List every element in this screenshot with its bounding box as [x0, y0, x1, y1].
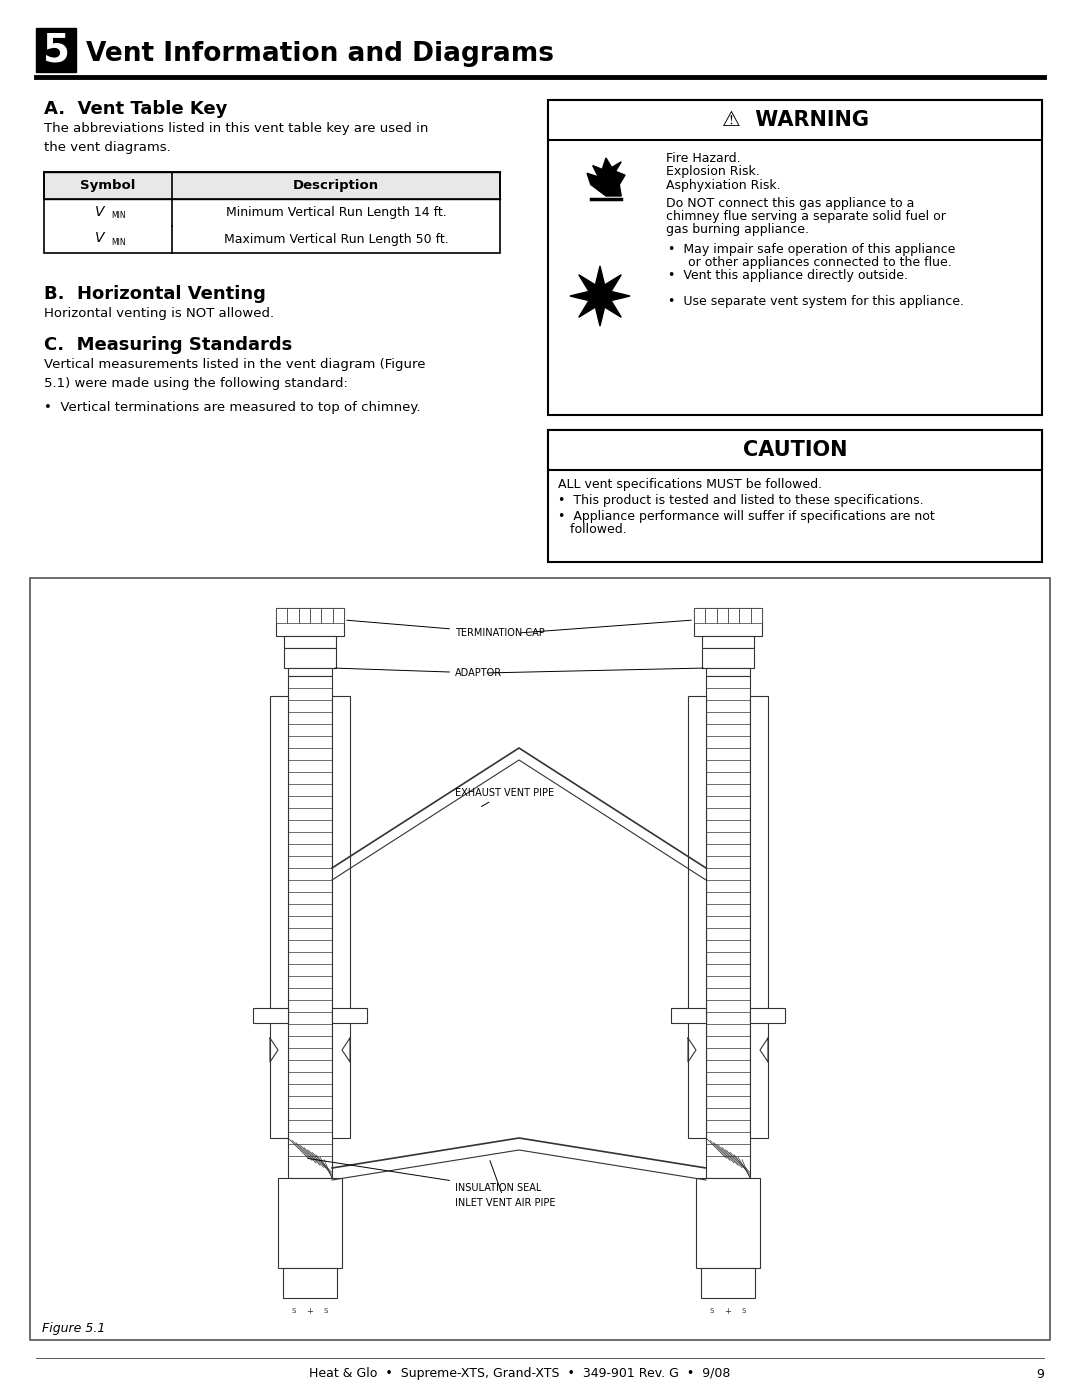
Text: •  Appliance performance will suffer if specifications are not: • Appliance performance will suffer if s…	[558, 510, 935, 522]
Text: S: S	[324, 1308, 328, 1315]
Text: Asphyxiation Risk.: Asphyxiation Risk.	[666, 179, 781, 191]
Text: Horizontal venting is NOT allowed.: Horizontal venting is NOT allowed.	[44, 307, 274, 320]
Bar	[717, 608, 728, 623]
Text: A.  Vent Table Key: A. Vent Table Key	[44, 101, 228, 117]
Bar	[36, 28, 76, 73]
Text: CAUTION: CAUTION	[743, 440, 847, 460]
Bar	[322, 608, 333, 623]
Bar	[30, 578, 1050, 1340]
Text: ALL vent specifications MUST be followed.: ALL vent specifications MUST be followed…	[558, 478, 822, 490]
Bar	[332, 1009, 367, 1023]
Text: 5: 5	[42, 31, 69, 68]
Bar	[288, 676, 332, 1178]
Text: Symbol: Symbol	[80, 179, 136, 191]
Text: gas burning appliance.: gas burning appliance.	[666, 224, 809, 236]
Text: Description: Description	[293, 179, 379, 191]
Text: Maximum Vertical Run Length 50 ft.: Maximum Vertical Run Length 50 ft.	[224, 233, 448, 246]
Bar	[270, 696, 288, 1139]
Text: Vertical measurements listed in the vent diagram (Figure
5.1) were made using th: Vertical measurements listed in the vent…	[44, 358, 426, 390]
Bar	[702, 636, 754, 648]
Bar	[284, 648, 336, 668]
Text: The abbreviations listed in this vent table key are used in
the vent diagrams.: The abbreviations listed in this vent ta…	[44, 122, 429, 154]
Bar	[694, 608, 705, 623]
Text: TERMINATION CAP: TERMINATION CAP	[347, 620, 544, 638]
Text: B.  Horizontal Venting: B. Horizontal Venting	[44, 285, 266, 303]
Bar	[332, 696, 350, 1139]
Text: V: V	[95, 204, 105, 218]
Text: ADAPTOR: ADAPTOR	[335, 668, 502, 678]
Text: INLET VENT AIR PIPE: INLET VENT AIR PIPE	[455, 1161, 555, 1208]
Text: V: V	[95, 232, 105, 246]
Bar	[253, 1009, 288, 1023]
Bar	[706, 668, 750, 676]
Text: MIN: MIN	[111, 237, 125, 247]
Bar	[694, 608, 762, 636]
Bar	[671, 1009, 706, 1023]
Text: Explosion Risk.: Explosion Risk.	[666, 165, 759, 179]
Bar	[276, 608, 345, 636]
Bar	[696, 1178, 760, 1268]
Bar	[740, 608, 751, 623]
Text: •  May impair safe operation of this appliance: • May impair safe operation of this appl…	[669, 243, 956, 256]
Bar	[288, 668, 332, 676]
Bar	[276, 608, 287, 623]
Text: followed.: followed.	[558, 522, 626, 536]
Bar	[750, 696, 768, 1139]
Bar	[333, 608, 345, 623]
Text: •  Vent this appliance directly outside.: • Vent this appliance directly outside.	[669, 270, 908, 282]
Text: EXHAUST VENT PIPE: EXHAUST VENT PIPE	[455, 788, 554, 806]
Text: INSULATION SEAL: INSULATION SEAL	[308, 1158, 541, 1193]
Bar	[284, 636, 336, 648]
Text: •  Vertical terminations are measured to top of chimney.: • Vertical terminations are measured to …	[44, 401, 420, 414]
Polygon shape	[570, 265, 630, 326]
Text: Do NOT connect this gas appliance to a: Do NOT connect this gas appliance to a	[666, 197, 915, 210]
Bar	[44, 172, 500, 253]
Bar	[548, 101, 1042, 140]
Bar	[548, 430, 1042, 562]
Bar	[548, 101, 1042, 415]
Bar	[287, 608, 299, 623]
Bar	[278, 1178, 342, 1268]
Text: Vent Information and Diagrams: Vent Information and Diagrams	[86, 41, 554, 67]
Bar	[728, 608, 740, 623]
Text: ⚠  WARNING: ⚠ WARNING	[721, 110, 868, 130]
Text: +: +	[725, 1306, 731, 1316]
Bar	[283, 1268, 337, 1298]
Polygon shape	[588, 158, 625, 196]
Text: •  Use separate vent system for this appliance.: • Use separate vent system for this appl…	[669, 295, 964, 307]
Text: S: S	[710, 1308, 714, 1315]
Bar	[701, 1268, 755, 1298]
Text: S: S	[742, 1308, 746, 1315]
Text: Heat & Glo  •  Supreme-XTS, Grand-XTS  •  349-901 Rev. G  •  9/08: Heat & Glo • Supreme-XTS, Grand-XTS • 34…	[309, 1368, 731, 1380]
Text: Fire Hazard.: Fire Hazard.	[666, 152, 741, 165]
Text: S: S	[292, 1308, 296, 1315]
Bar	[44, 172, 500, 198]
Bar	[705, 608, 717, 623]
Bar	[751, 608, 762, 623]
Text: Figure 5.1: Figure 5.1	[42, 1322, 106, 1336]
Bar	[706, 676, 750, 1178]
Bar	[688, 696, 706, 1139]
Text: •  This product is tested and listed to these specifications.: • This product is tested and listed to t…	[558, 495, 923, 507]
Text: +: +	[307, 1306, 313, 1316]
Text: MIN: MIN	[111, 211, 125, 219]
Bar	[548, 430, 1042, 469]
Text: Minimum Vertical Run Length 14 ft.: Minimum Vertical Run Length 14 ft.	[226, 205, 446, 219]
Bar	[702, 648, 754, 668]
Bar	[310, 608, 322, 623]
Text: or other appliances connected to the flue.: or other appliances connected to the flu…	[676, 256, 951, 270]
Bar	[750, 1009, 785, 1023]
Text: 9: 9	[1036, 1368, 1044, 1380]
Bar	[299, 608, 310, 623]
Text: chimney flue serving a separate solid fuel or: chimney flue serving a separate solid fu…	[666, 210, 946, 224]
Text: C.  Measuring Standards: C. Measuring Standards	[44, 337, 293, 353]
